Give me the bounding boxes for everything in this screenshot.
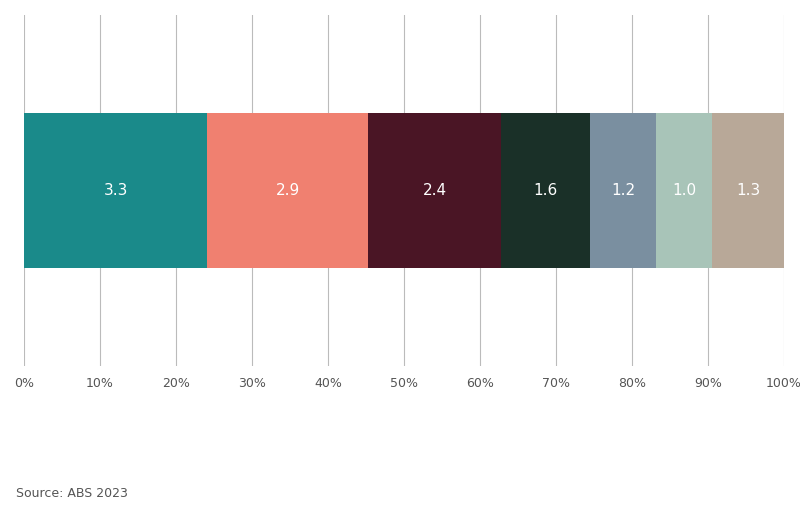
Bar	[657, 113, 712, 268]
Text: Source: ABS 2023: Source: ABS 2023	[16, 487, 128, 500]
Text: 1.6: 1.6	[534, 183, 558, 198]
Text: 1.3: 1.3	[736, 183, 760, 198]
Bar	[24, 113, 207, 268]
Text: 2.9: 2.9	[275, 183, 300, 198]
Text: 3.3: 3.3	[103, 183, 128, 198]
Bar	[368, 113, 501, 268]
Bar	[712, 113, 784, 268]
Bar	[590, 113, 657, 268]
Bar	[501, 113, 590, 268]
Bar	[207, 113, 368, 268]
Text: 1.0: 1.0	[672, 183, 696, 198]
Text: 2.4: 2.4	[422, 183, 446, 198]
Text: 1.2: 1.2	[611, 183, 635, 198]
